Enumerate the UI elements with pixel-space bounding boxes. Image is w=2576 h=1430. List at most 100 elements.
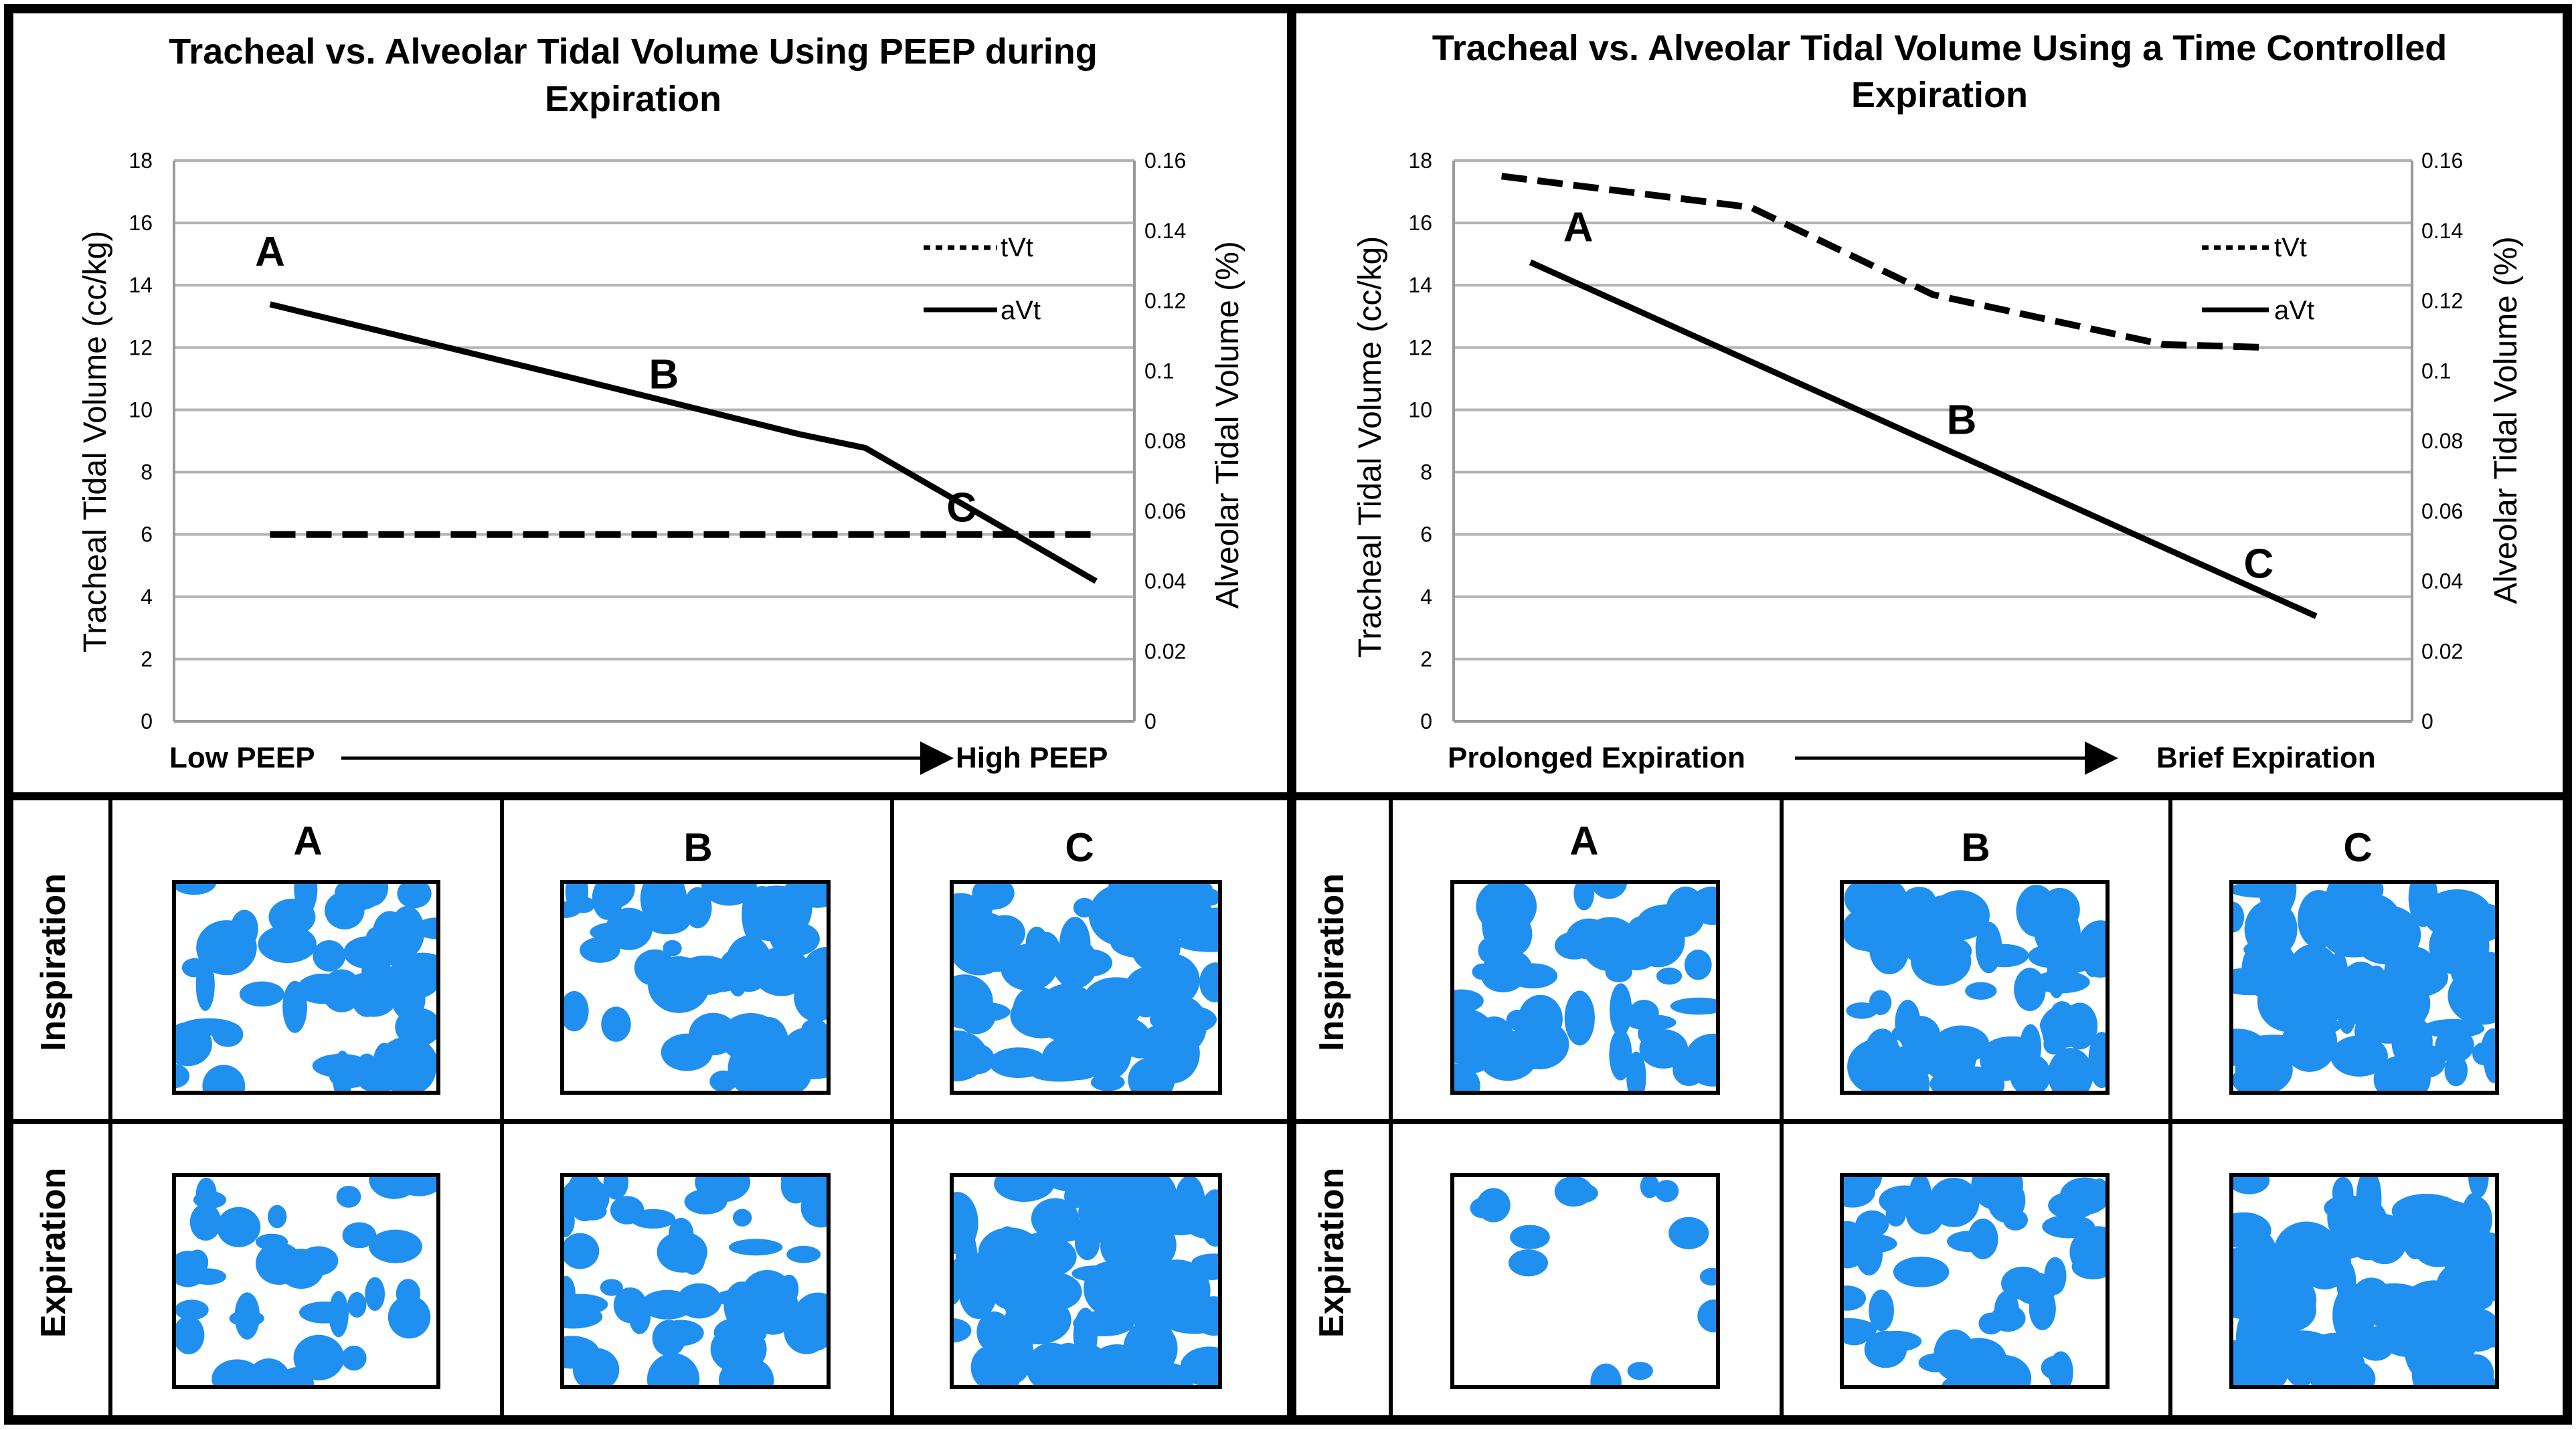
chart-peep-plot-area: 0 2 4 6 8 10 12 14 16 18 0 0.02 0.04 0.06 0.08 0.1 0.12 0… xyxy=(128,149,1186,733)
y-left-tick-label: 4 xyxy=(141,585,153,609)
col-header-b-left: B xyxy=(683,825,712,870)
alveoli-image-border xyxy=(560,880,831,1095)
y-right-tick-label: 0.16 xyxy=(2421,149,2463,173)
y-left-tick-label: 4 xyxy=(1420,585,1432,609)
y-left-tick-label: 14 xyxy=(1408,273,1432,297)
row-header-expiration-right: Expiration xyxy=(1312,1168,1351,1338)
chart-tc-legend: tVt aVt xyxy=(2202,233,2314,325)
y-right-tick-label: 0.02 xyxy=(1144,639,1186,663)
alveoli-image xyxy=(560,880,831,1095)
chart-peep-x-start-label: Low PEEP xyxy=(169,741,315,774)
y-left-tick-label: 16 xyxy=(1408,211,1432,235)
alveoli-image xyxy=(1840,1173,2110,1389)
chart-tc-right-axis-label: Alveolar Tidal Volume (%) xyxy=(2488,236,2524,604)
y-left-tick-label: 12 xyxy=(128,335,153,359)
chart-time-controlled: Tracheal vs. Alveolar Tidal Volume Using… xyxy=(1353,28,2524,775)
alveoli-image-border xyxy=(1450,1173,1720,1389)
y-right-tick-label: 0 xyxy=(2421,709,2433,733)
row-header-inspiration-right: Inspiration xyxy=(1312,873,1351,1051)
row-header-expiration-left: Expiration xyxy=(34,1168,73,1338)
legend-tvt-label: tVt xyxy=(2274,233,2307,262)
alveoli-image-border xyxy=(560,1173,831,1389)
point-label-B: B xyxy=(649,351,679,397)
y-right-tick-label: 0.16 xyxy=(1144,149,1186,173)
y-left-tick-label: 10 xyxy=(128,397,153,422)
y-left-tick-label: 2 xyxy=(141,647,153,671)
alveoli-image-border xyxy=(2229,1173,2499,1389)
y-left-tick-label: 0 xyxy=(1420,709,1432,733)
y-right-tick-label: 0.02 xyxy=(2421,639,2463,663)
chart-tc-x-end-label: Brief Expiration xyxy=(2156,741,2376,774)
col-header-a-left: A xyxy=(293,818,322,863)
y-right-tick-label: 0.04 xyxy=(1144,569,1186,594)
alveoli-image xyxy=(2229,880,2499,1095)
alveoli-image xyxy=(1840,880,2110,1095)
chart-tc-x-start-label: Prolonged Expiration xyxy=(1448,741,1745,774)
y-right-tick-label: 0.1 xyxy=(2421,359,2451,383)
alveoli-image-border xyxy=(1450,880,1720,1095)
y-left-tick-label: 12 xyxy=(1408,335,1432,359)
point-label-A: A xyxy=(255,229,285,275)
chart-tc-left-axis-label: Tracheal Tidal Volume (cc/kg) xyxy=(1353,236,1388,658)
alveoli-image xyxy=(172,880,440,1095)
y-right-tick-label: 0.12 xyxy=(1144,289,1186,313)
point-label-A: A xyxy=(1563,204,1594,250)
y-left-tick-label: 6 xyxy=(141,523,153,547)
y-right-tick-label: 0.12 xyxy=(2421,289,2463,313)
y-right-tick-label: 0 xyxy=(1144,709,1156,733)
chart-tc-title-line1: Tracheal vs. Alveolar Tidal Volume Using… xyxy=(1432,28,2447,68)
row-header-inspiration-left: Inspiration xyxy=(34,873,73,1051)
series-line-aVt xyxy=(269,301,1098,584)
alveoli-image-border xyxy=(1840,1173,2110,1389)
y-left-tick-label: 8 xyxy=(1420,460,1432,484)
chart-peep: Tracheal vs. Alveolar Tidal Volume Using… xyxy=(78,31,1246,775)
alveoli-image-border xyxy=(172,1173,440,1389)
col-header-b-right: B xyxy=(1961,825,1990,870)
alveoli-image-border xyxy=(1840,880,2110,1095)
alveoli-image xyxy=(2229,1173,2499,1389)
alveoli-image-border xyxy=(950,1173,1222,1389)
y-left-tick-label: 18 xyxy=(128,149,153,173)
y-right-tick-label: 0.04 xyxy=(2421,569,2463,594)
alveoli-image xyxy=(1450,880,1720,1095)
y-left-tick-label: 2 xyxy=(1420,647,1432,671)
chart-peep-left-axis-label: Tracheal Tidal Volume (cc/kg) xyxy=(78,231,113,652)
y-right-tick-label: 0.14 xyxy=(1144,219,1186,243)
series-line-tVt xyxy=(1500,173,2269,351)
y-left-tick-label: 10 xyxy=(1408,397,1432,422)
chart-tc-plot-area: 0 2 4 6 8 10 12 14 16 18 0 0.02 0.04 0.06 0.08 0.1 0.12 0… xyxy=(1408,149,2463,733)
col-header-a-right: A xyxy=(1569,818,1598,863)
alveoli-image-border xyxy=(950,880,1222,1095)
alveoli-image-border xyxy=(172,880,440,1095)
y-right-tick-label: 0.06 xyxy=(2421,499,2463,523)
chart-peep-title-line1: Tracheal vs. Alveolar Tidal Volume Using… xyxy=(169,31,1097,72)
point-label-C: C xyxy=(2243,541,2273,587)
y-left-tick-label: 14 xyxy=(128,273,153,297)
point-label-C: C xyxy=(946,484,976,531)
alveoli-image xyxy=(950,880,1222,1095)
alveoli-image xyxy=(1450,1173,1720,1389)
chart-peep-x-end-label: High PEEP xyxy=(956,741,1108,774)
y-right-tick-label: 0.08 xyxy=(1144,429,1186,453)
y-left-tick-label: 18 xyxy=(1408,149,1432,173)
chart-peep-title-line2: Expiration xyxy=(545,79,721,119)
legend-avt-label: aVt xyxy=(2274,296,2314,325)
point-label-B: B xyxy=(1947,397,1977,444)
y-right-tick-label: 0.06 xyxy=(1144,499,1186,523)
grid-row-headers: Inspiration Expiration Inspiration Expir… xyxy=(34,873,1351,1338)
alveoli-image xyxy=(172,1173,440,1389)
chart-peep-right-axis-label: Alveolar Tidal Volume (%) xyxy=(1210,241,1246,609)
chart-peep-legend: tVt aVt xyxy=(924,233,1041,325)
legend-tvt-label: tVt xyxy=(1001,233,1033,262)
grid-column-headers: A B C A B C xyxy=(293,818,2372,870)
figure-frame xyxy=(4,4,2572,1425)
series-line-aVt xyxy=(1529,259,2318,620)
alveoli-image xyxy=(950,1173,1222,1389)
alveoli-image xyxy=(560,1173,831,1389)
chart-tc-title-line2: Expiration xyxy=(1851,75,2028,115)
alveoli-image-border xyxy=(2229,880,2499,1095)
y-left-tick-label: 16 xyxy=(128,211,153,235)
y-right-tick-label: 0.08 xyxy=(2421,429,2463,453)
legend-avt-label: aVt xyxy=(1001,296,1041,325)
